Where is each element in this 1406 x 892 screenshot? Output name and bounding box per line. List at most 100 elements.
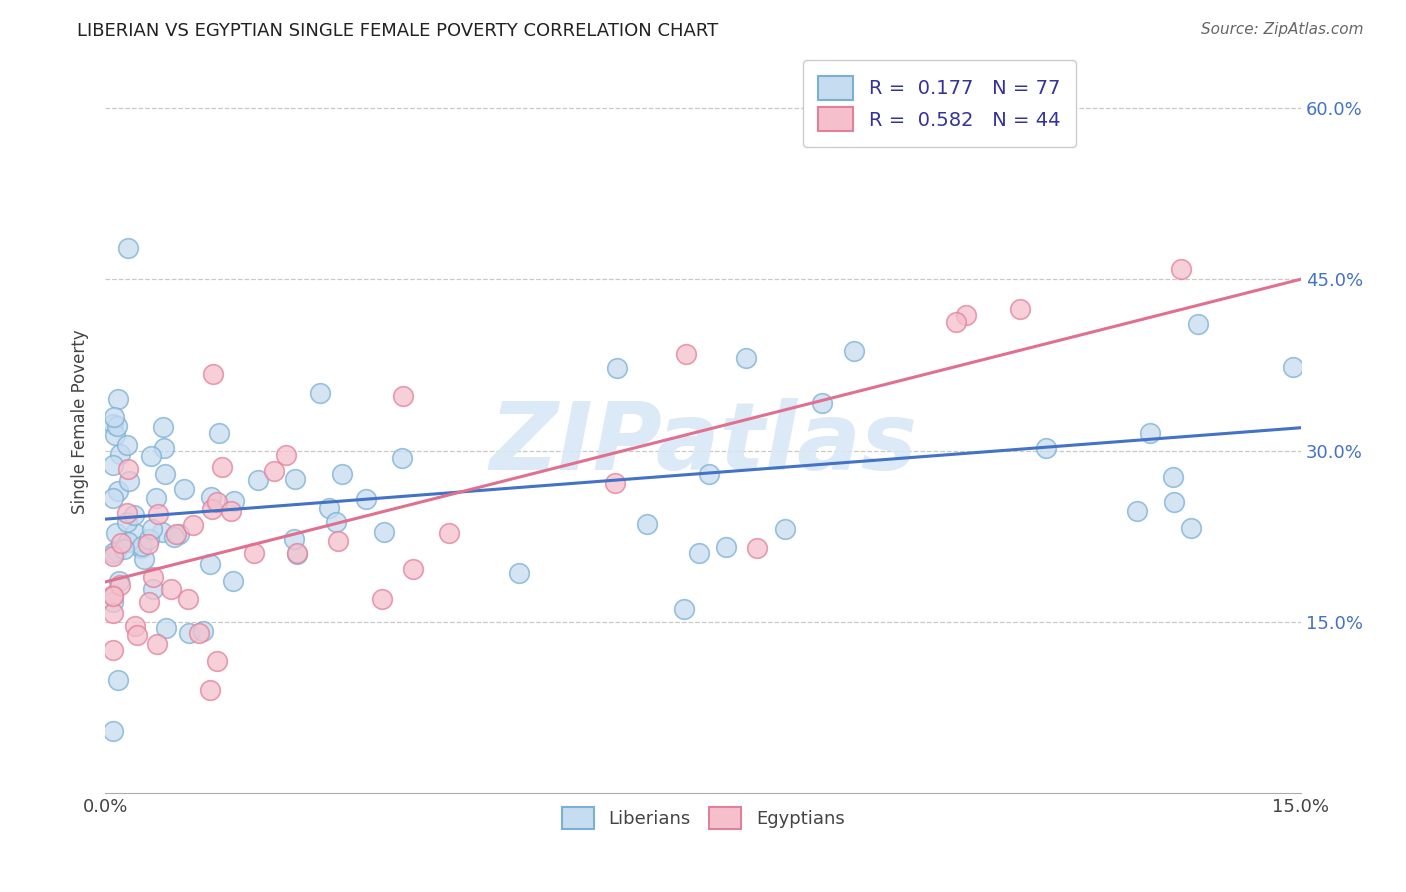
Point: [163, 530, 186, 544]
Point: [283, 533, 305, 547]
Point: [330, 467, 353, 481]
Point: [117, 438, 139, 452]
Y-axis label: Single Female Poverty: Single Female Poverty: [72, 330, 89, 515]
Point: [103, 594, 125, 608]
Point: [810, 396, 832, 410]
Point: [773, 522, 796, 536]
Point: [160, 582, 183, 596]
Text: LIBERIAN VS EGYPTIAN SINGLE FEMALE POVERTY CORRELATION CHART: LIBERIAN VS EGYPTIAN SINGLE FEMALE POVER…: [77, 22, 718, 40]
Point: [842, 344, 865, 359]
Point: [945, 315, 967, 329]
Point: [110, 535, 132, 549]
Point: [129, 541, 152, 556]
Point: [165, 526, 187, 541]
Point: [173, 483, 195, 497]
Legend: Liberians, Egyptians: Liberians, Egyptians: [554, 800, 852, 837]
Point: [508, 566, 530, 581]
Point: [1161, 470, 1184, 484]
Point: [103, 491, 125, 505]
Point: [142, 570, 165, 584]
Point: [200, 682, 222, 697]
Point: [107, 673, 129, 687]
Point: [697, 467, 720, 482]
Point: [110, 447, 132, 461]
Point: [371, 592, 394, 607]
Point: [103, 723, 125, 738]
Point: [117, 506, 139, 520]
Point: [103, 588, 125, 602]
Point: [745, 541, 768, 556]
Point: [1282, 359, 1305, 374]
Point: [108, 574, 131, 589]
Point: [325, 515, 347, 529]
Point: [107, 392, 129, 406]
Point: [1035, 441, 1057, 455]
Point: [112, 542, 135, 557]
Point: [1170, 262, 1192, 277]
Point: [148, 508, 170, 522]
Point: [243, 546, 266, 560]
Point: [136, 537, 159, 551]
Point: [201, 501, 224, 516]
Point: [103, 643, 125, 657]
Point: [155, 621, 177, 635]
Point: [1187, 317, 1209, 331]
Point: [673, 601, 696, 615]
Point: [276, 448, 298, 462]
Point: [138, 532, 160, 546]
Point: [688, 546, 710, 560]
Point: [211, 459, 233, 474]
Point: [141, 522, 163, 536]
Point: [177, 592, 200, 607]
Point: [373, 524, 395, 539]
Point: [115, 516, 138, 530]
Point: [714, 540, 737, 554]
Point: [105, 418, 128, 433]
Point: [606, 360, 628, 375]
Point: [145, 637, 167, 651]
Point: [309, 386, 332, 401]
Point: [103, 546, 125, 560]
Point: [735, 351, 758, 365]
Point: [207, 495, 229, 509]
Point: [205, 654, 228, 668]
Point: [181, 518, 204, 533]
Point: [103, 417, 125, 432]
Point: [152, 524, 174, 539]
Point: [247, 473, 270, 487]
Point: [124, 526, 146, 541]
Point: [145, 491, 167, 505]
Point: [127, 628, 149, 642]
Point: [117, 241, 139, 255]
Point: [1126, 503, 1149, 517]
Point: [222, 574, 245, 589]
Point: [131, 539, 153, 553]
Point: [167, 527, 190, 541]
Point: [103, 458, 125, 472]
Point: [105, 544, 128, 558]
Point: [153, 441, 176, 455]
Point: [285, 547, 308, 561]
Point: [124, 618, 146, 632]
Point: [224, 494, 246, 508]
Point: [1139, 426, 1161, 441]
Point: [263, 464, 285, 478]
Point: [326, 533, 349, 548]
Point: [104, 428, 127, 442]
Point: [603, 476, 626, 491]
Point: [124, 508, 146, 523]
Point: [142, 582, 165, 596]
Point: [955, 309, 977, 323]
Point: [187, 626, 209, 640]
Point: [107, 484, 129, 499]
Point: [1010, 301, 1032, 316]
Point: [284, 473, 307, 487]
Point: [138, 595, 160, 609]
Point: [141, 449, 163, 463]
Point: [392, 389, 415, 403]
Text: Source: ZipAtlas.com: Source: ZipAtlas.com: [1201, 22, 1364, 37]
Point: [318, 501, 340, 516]
Point: [117, 462, 139, 476]
Point: [179, 626, 201, 640]
Point: [118, 474, 141, 488]
